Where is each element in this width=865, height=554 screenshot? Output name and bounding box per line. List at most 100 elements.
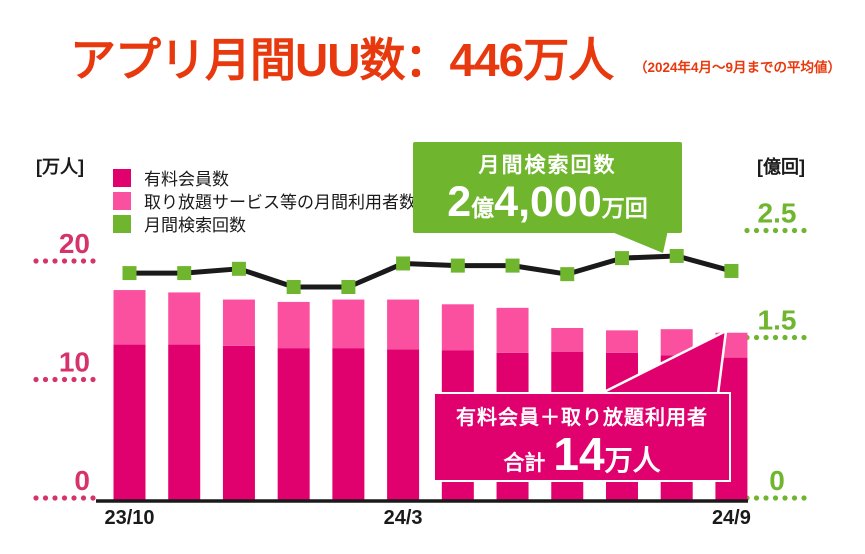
right-axis-dotted-tick bbox=[782, 495, 788, 501]
page-title: アプリ月間UU数：446万人 bbox=[70, 34, 614, 86]
chart-legend: 有料会員数 取り放題サービス等の月間利用者数 月間検索回数 bbox=[113, 166, 416, 235]
bar-paid-members-5 bbox=[387, 349, 420, 501]
left-axis-tick-label: 0 bbox=[74, 465, 90, 496]
right-axis-unit-label: [億回] bbox=[757, 157, 805, 177]
left-axis-dotted-tick bbox=[80, 495, 87, 501]
legend-label: 月間検索回数 bbox=[144, 216, 246, 235]
line-marker-7 bbox=[505, 258, 520, 273]
bar-paid-members-2 bbox=[222, 345, 255, 501]
paid-members-swatch-icon bbox=[113, 168, 131, 187]
members-total-callout: 有料会員＋取り放題利用者 合計 14万人 bbox=[433, 392, 731, 482]
search-count-callout: 月間検索回数 2億4,000万回 bbox=[413, 142, 682, 233]
left-axis-dotted-tick bbox=[33, 258, 39, 264]
left-axis-tick-label: 10 bbox=[59, 347, 90, 378]
right-axis-tick-label: 0 bbox=[769, 465, 785, 496]
unlimited-users-swatch-icon bbox=[113, 191, 131, 210]
line-marker-8 bbox=[560, 267, 575, 282]
right-axis-dotted-tick bbox=[753, 334, 760, 341]
bar-unlimited-users-5 bbox=[387, 299, 420, 350]
left-axis-dotted-tick bbox=[52, 495, 58, 501]
bar-unlimited-users-4 bbox=[332, 299, 365, 349]
line-marker-5 bbox=[396, 256, 411, 271]
left-axis-dotted-tick bbox=[52, 376, 58, 383]
line-marker-4 bbox=[341, 280, 356, 294]
line-marker-9 bbox=[614, 251, 629, 266]
right-axis-dotted-tick bbox=[753, 227, 760, 234]
legend-label: 取り放題サービス等の月間利用者数 bbox=[144, 193, 416, 212]
right-axis-dotted-tick bbox=[772, 495, 779, 501]
left-axis-dotted-tick bbox=[61, 258, 68, 264]
x-axis-label-24/3: 24/3 bbox=[384, 507, 423, 529]
search-callout-pointer bbox=[607, 230, 668, 253]
right-axis-dotted-tick bbox=[744, 227, 750, 234]
left-axis-dotted-tick bbox=[42, 258, 49, 264]
left-axis-dotted-tick bbox=[61, 376, 68, 383]
left-axis-dotted-tick bbox=[71, 258, 77, 264]
left-axis-dotted-tick bbox=[90, 495, 96, 501]
line-marker-11 bbox=[724, 263, 739, 278]
bar-unlimited-users-9 bbox=[605, 330, 638, 353]
left-axis-dotted-tick bbox=[80, 258, 87, 264]
right-axis-dotted-tick bbox=[763, 495, 769, 501]
left-axis-dotted-tick bbox=[90, 376, 96, 383]
bar-unlimited-users-2 bbox=[222, 299, 255, 346]
search-count-line bbox=[129, 253, 733, 290]
bar-unlimited-users-7 bbox=[496, 307, 529, 353]
bar-paid-members-0 bbox=[113, 344, 146, 501]
bar-unlimited-users-6 bbox=[441, 304, 474, 351]
right-axis-dotted-tick bbox=[801, 495, 807, 501]
legend-item-paid-members: 有料会員数 bbox=[113, 166, 416, 189]
line-marker-0 bbox=[122, 266, 137, 281]
right-axis-tick-label: 1.5 bbox=[758, 305, 797, 336]
right-axis-dotted-tick bbox=[791, 227, 798, 234]
search-count-swatch-icon bbox=[113, 214, 131, 233]
legend-label: 有料会員数 bbox=[144, 170, 229, 189]
bar-unlimited-users-3 bbox=[277, 301, 310, 349]
left-axis-dotted-tick bbox=[33, 376, 39, 383]
right-axis-dotted-tick bbox=[772, 227, 779, 234]
left-axis-dotted-tick bbox=[90, 258, 96, 264]
right-axis-tick-label: 2.5 bbox=[758, 198, 797, 229]
right-axis-dotted-tick bbox=[801, 334, 807, 341]
left-axis-dotted-tick bbox=[42, 376, 49, 383]
left-axis-dotted-tick bbox=[80, 376, 87, 383]
right-axis-dotted-tick bbox=[763, 334, 769, 341]
legend-item-unlimited-users: 取り放題サービス等の月間利用者数 bbox=[113, 189, 416, 212]
left-axis-tick-label: 20 bbox=[59, 228, 90, 259]
bar-paid-members-4 bbox=[332, 348, 365, 501]
members-callout-value: 合計 14万人 bbox=[503, 428, 661, 480]
right-axis-dotted-tick bbox=[801, 227, 807, 234]
bar-paid-members-3 bbox=[277, 348, 310, 501]
line-marker-10 bbox=[669, 248, 684, 263]
x-axis-label-24/9: 24/9 bbox=[712, 507, 751, 529]
right-axis-dotted-tick bbox=[782, 334, 788, 341]
right-axis-dotted-tick bbox=[791, 495, 798, 501]
left-axis-dotted-tick bbox=[71, 495, 77, 501]
right-axis-dotted-tick bbox=[753, 495, 760, 501]
search-callout-title: 月間検索回数 bbox=[478, 154, 617, 177]
legend-item-search-count: 月間検索回数 bbox=[113, 212, 416, 235]
x-axis-label-23/10: 23/10 bbox=[104, 507, 154, 529]
left-axis-unit-label: [万人] bbox=[36, 157, 84, 177]
line-marker-2 bbox=[231, 261, 246, 276]
left-axis-dotted-tick bbox=[61, 495, 68, 501]
right-axis-dotted-tick bbox=[763, 227, 769, 234]
bar-paid-members-1 bbox=[168, 344, 201, 501]
left-axis-dotted-tick bbox=[52, 258, 58, 264]
line-marker-1 bbox=[177, 266, 192, 281]
left-axis-dotted-tick bbox=[33, 495, 39, 501]
right-axis-dotted-tick bbox=[791, 334, 798, 341]
search-callout-value: 2億4,000万回 bbox=[447, 178, 648, 226]
right-axis-dotted-tick bbox=[772, 334, 779, 341]
members-callout-title: 有料会員＋取り放題利用者 bbox=[456, 407, 708, 429]
line-marker-3 bbox=[286, 280, 301, 294]
left-axis-dotted-tick bbox=[42, 495, 49, 501]
page-subtitle: （2024年4月～9月までの平均値） bbox=[634, 60, 842, 75]
bar-unlimited-users-1 bbox=[168, 292, 201, 345]
bar-unlimited-users-0 bbox=[113, 290, 146, 345]
right-axis-dotted-tick bbox=[782, 227, 788, 234]
left-axis-dotted-tick bbox=[71, 376, 77, 383]
bar-unlimited-users-8 bbox=[551, 327, 584, 352]
line-marker-6 bbox=[450, 258, 465, 273]
